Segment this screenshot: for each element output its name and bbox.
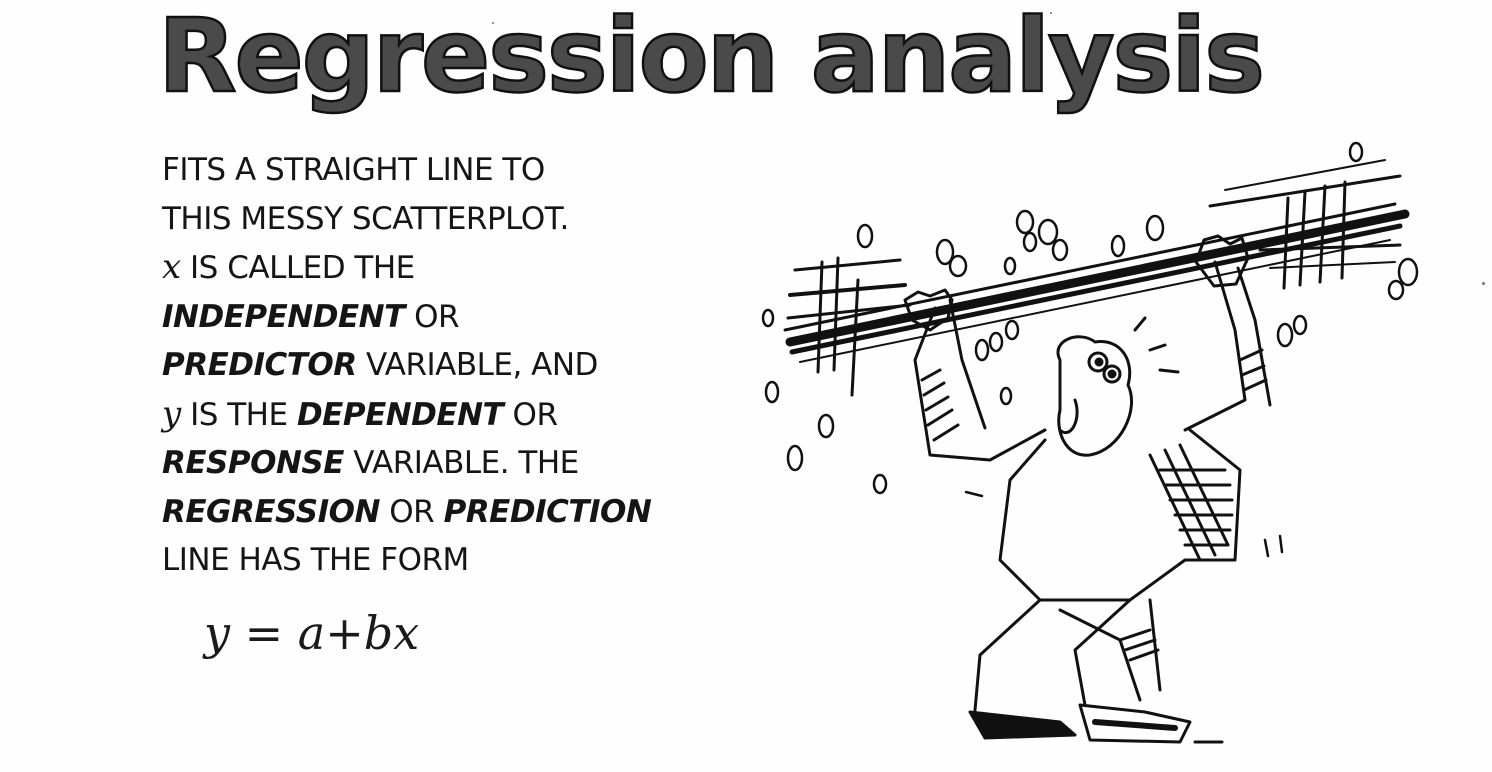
dependent-term: dependent (296, 396, 504, 433)
caption-line-7-text: variable. The (343, 445, 579, 481)
page-title: Regression analysis (157, 0, 1266, 116)
legs (973, 598, 1162, 712)
caption-line-5-text: variable, and (356, 347, 598, 383)
caption-line-5: predictor variable, and (162, 341, 722, 390)
torso (998, 428, 1242, 602)
motion-marks (964, 490, 1284, 558)
man-lifting-line-illustration (761, 141, 1419, 744)
caption-line-7: response variable. The (162, 439, 722, 488)
caption-line-1: Fits a straight line to (162, 152, 545, 188)
caption-line-6-text: is the (180, 396, 297, 433)
caption-line-3-text: is called the (180, 250, 415, 286)
caption-text: Fits a straight line to this messy scatt… (162, 146, 722, 585)
caption-line-4-text: or (404, 298, 460, 335)
predictor-term: predictor (162, 347, 357, 383)
x-variable: x (162, 247, 181, 287)
scatter-points (761, 141, 1419, 495)
caption-line-8: regression or prediction (162, 488, 722, 537)
feet (968, 703, 1224, 744)
regression-line (783, 159, 1410, 397)
caption-line-3: x is called the (162, 243, 722, 293)
caption-line-6-end: or (503, 396, 558, 433)
regression-formula: y = a+bx (204, 606, 420, 660)
caption-line-8-text: or (379, 493, 444, 530)
response-term: response (162, 445, 344, 481)
y-variable: y (162, 393, 181, 434)
caption-line-6: y is the dependent or (162, 390, 722, 440)
arms (903, 234, 1272, 462)
prediction-term: prediction (443, 493, 652, 530)
speck (1050, 12, 1052, 14)
caption-line-9: line has the form (162, 542, 469, 578)
caption-line-4: independent or (162, 293, 722, 342)
caption-line-2: this messy scatterplot. (162, 200, 569, 237)
speck (492, 22, 494, 24)
speck (1482, 282, 1485, 285)
independent-term: independent (162, 298, 405, 335)
regression-term: regression (162, 493, 380, 530)
head (1056, 316, 1180, 457)
